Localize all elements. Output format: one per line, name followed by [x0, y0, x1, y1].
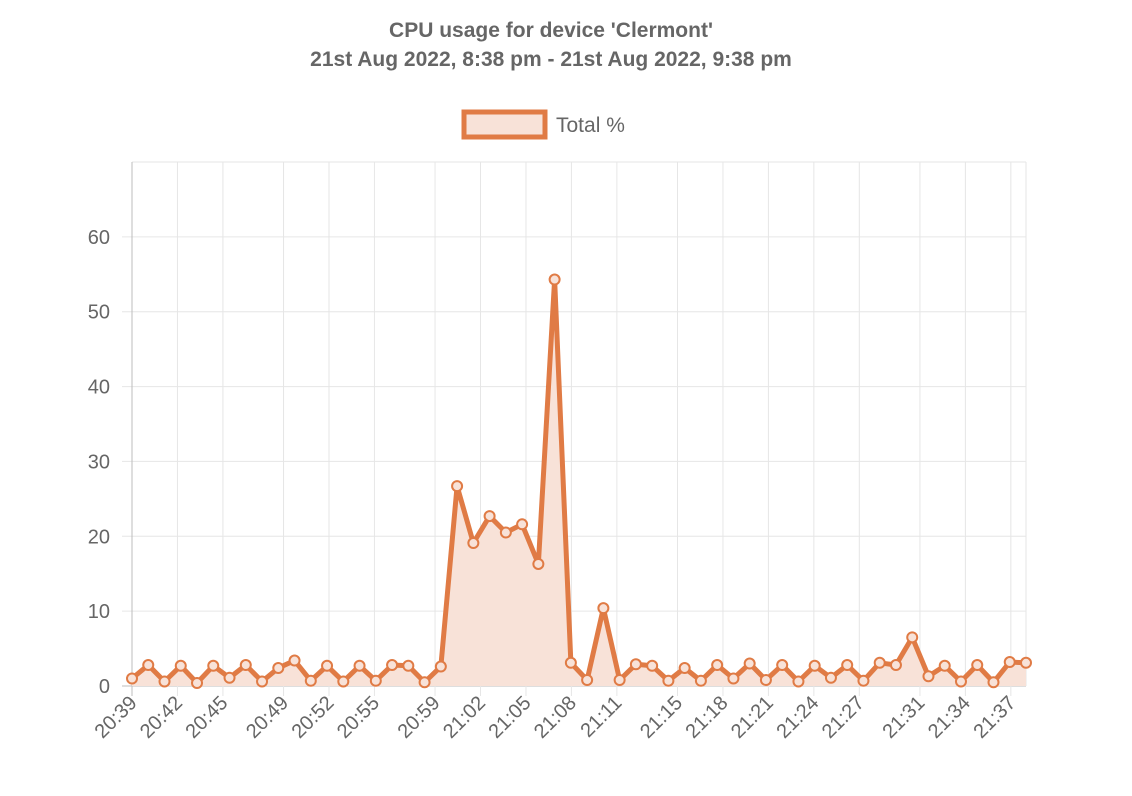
x-tick-label: 20:49 [242, 692, 293, 743]
data-point[interactable] [841, 659, 854, 672]
data-point[interactable] [126, 672, 138, 685]
legend-swatch [461, 109, 548, 140]
data-point[interactable] [158, 675, 171, 688]
data-point[interactable] [272, 662, 285, 675]
data-point[interactable] [776, 659, 789, 672]
data-point[interactable] [581, 674, 594, 687]
data-point[interactable] [532, 557, 545, 570]
data-point[interactable] [857, 674, 870, 687]
data-point[interactable] [1003, 656, 1016, 669]
y-tick-label: 50 [88, 302, 110, 324]
y-tick-label: 10 [88, 601, 110, 623]
chart-subtitle: 21st Aug 2022, 8:38 pm - 21st Aug 2022, … [310, 48, 792, 71]
x-tick-label: 20:45 [181, 692, 232, 743]
data-points [126, 273, 1032, 690]
x-tick-label: 20:55 [333, 692, 384, 743]
x-tick-label: 21:08 [530, 692, 581, 743]
x-tick-label: 20:52 [288, 692, 339, 743]
data-point[interactable] [223, 671, 236, 684]
x-tick-label: 20:59 [394, 692, 445, 743]
data-point[interactable] [597, 602, 610, 615]
data-point[interactable] [629, 658, 642, 671]
legend[interactable]: Total % [461, 109, 625, 140]
legend-label: Total % [556, 114, 625, 137]
x-tick-label: 21:37 [969, 692, 1020, 743]
data-point[interactable] [792, 675, 805, 688]
data-point[interactable] [889, 659, 902, 672]
x-tick-label: 21:31 [879, 692, 930, 743]
x-tick-label: 20:39 [91, 692, 142, 743]
data-point[interactable] [467, 537, 480, 550]
data-point[interactable] [613, 674, 626, 687]
data-point[interactable] [337, 675, 350, 688]
data-point[interactable] [386, 659, 399, 672]
data-point[interactable] [906, 631, 919, 644]
y-tick-label: 40 [88, 377, 110, 399]
data-point[interactable] [759, 674, 772, 687]
x-tick-label: 21:11 [577, 692, 627, 742]
x-tick-label: 21:27 [818, 692, 869, 743]
data-point[interactable] [808, 659, 821, 672]
y-tick-label: 60 [88, 227, 110, 249]
y-tick-label: 20 [88, 526, 110, 548]
data-point[interactable] [288, 654, 301, 667]
data-point[interactable] [369, 674, 382, 687]
y-tick-label: 30 [88, 451, 110, 473]
data-point[interactable] [451, 480, 464, 493]
data-point[interactable] [516, 518, 529, 531]
x-tick-label: 21:24 [772, 692, 823, 743]
data-point[interactable] [256, 675, 269, 688]
data-point[interactable] [1020, 656, 1032, 669]
data-point[interactable] [873, 656, 886, 669]
data-point[interactable] [564, 656, 577, 669]
x-tick-label: 21:34 [924, 692, 975, 743]
series-area-total-percent [132, 279, 1026, 686]
data-point[interactable] [304, 674, 317, 687]
data-point[interactable] [548, 273, 561, 286]
grid-lines [122, 161, 1027, 696]
data-point[interactable] [987, 676, 1000, 689]
data-point[interactable] [191, 677, 204, 690]
data-point[interactable] [662, 674, 675, 687]
data-point[interactable] [711, 659, 724, 672]
data-point[interactable] [207, 659, 220, 672]
x-tick-label: 21:21 [727, 692, 778, 743]
data-point[interactable] [499, 526, 512, 539]
data-point[interactable] [353, 659, 366, 672]
y-axis: 0 10 20 30 40 50 60 [88, 227, 110, 698]
data-point[interactable] [922, 670, 935, 683]
data-point[interactable] [321, 659, 334, 672]
x-tick-label: 21:05 [485, 692, 536, 743]
data-point[interactable] [434, 660, 447, 673]
data-point[interactable] [824, 671, 837, 684]
x-tick-label: 20:42 [136, 692, 187, 743]
x-tick-label: 21:02 [439, 692, 490, 743]
data-point[interactable] [402, 659, 415, 672]
data-point[interactable] [142, 659, 155, 672]
data-point[interactable] [727, 672, 740, 685]
data-point[interactable] [678, 662, 691, 675]
y-tick-label: 0 [99, 676, 110, 698]
data-point[interactable] [694, 674, 707, 687]
x-tick-label: 21:18 [682, 692, 733, 743]
data-point[interactable] [483, 510, 496, 523]
data-point[interactable] [239, 659, 252, 672]
chart-title: CPU usage for device 'Clermont' [389, 19, 713, 42]
data-point[interactable] [743, 657, 756, 670]
x-tick-label: 21:15 [636, 692, 687, 743]
data-point[interactable] [971, 659, 984, 672]
data-point[interactable] [418, 676, 431, 689]
data-point[interactable] [938, 659, 951, 672]
data-point[interactable] [646, 659, 659, 672]
data-point[interactable] [954, 675, 967, 688]
data-point[interactable] [174, 659, 187, 672]
series-line-total-percent [129, 277, 1029, 686]
